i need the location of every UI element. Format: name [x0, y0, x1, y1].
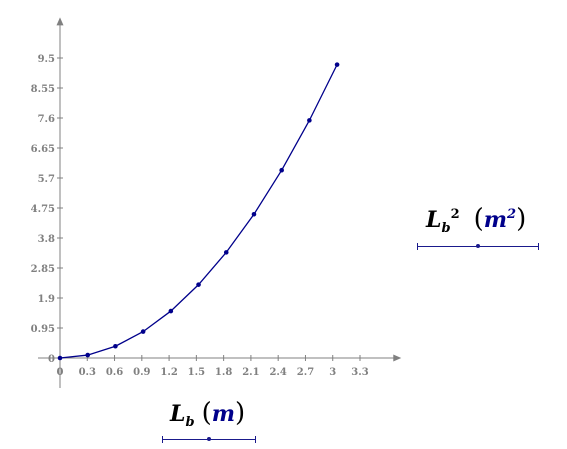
y-axis-legend-line — [417, 243, 539, 250]
x-tick-label: 1.2 — [160, 367, 177, 378]
y-tick-label: 5.7 — [38, 174, 55, 185]
data-point — [251, 211, 257, 217]
x-axis-arrow — [393, 354, 402, 362]
x-tick-label: 0.6 — [106, 367, 123, 378]
y-tick-label: 0.95 — [31, 324, 55, 335]
data-point — [168, 308, 174, 314]
x-axis-label-var: L — [170, 401, 186, 427]
x-axis-label-sub: b — [185, 415, 195, 430]
y-tick-label: 0 — [48, 354, 55, 365]
y-axis-label-unit-sup: 2 — [507, 207, 517, 222]
x-axis-label: Lb (m) — [170, 398, 246, 430]
x-axis-legend-line — [162, 436, 256, 443]
x-axis-legend-marker — [207, 437, 211, 442]
x-tick-label: 1.8 — [215, 367, 232, 378]
y-tick-label: 2.85 — [31, 264, 55, 275]
y-axis-label-sub: b — [441, 221, 451, 236]
data-point — [140, 329, 146, 334]
y-axis-arrow — [56, 17, 64, 26]
y-axis-label-var: L — [426, 207, 442, 233]
data-point — [279, 167, 284, 173]
y-axis-label-unit: m — [483, 207, 508, 233]
y-axis-label-sup: 2 — [450, 207, 460, 222]
data-point — [85, 352, 91, 358]
y-tick-label: 6.65 — [31, 144, 55, 155]
y-tick-label: 8.55 — [31, 84, 55, 95]
x-tick-label: 3.3 — [351, 367, 368, 378]
data-point — [113, 343, 118, 349]
data-point — [196, 282, 201, 287]
x-tick-label: 3 — [329, 367, 336, 378]
series-line — [59, 64, 338, 359]
y-axis-legend-marker — [476, 244, 480, 249]
y-tick-label: 3.8 — [38, 234, 55, 245]
x-tick-label: 0.3 — [79, 367, 96, 378]
y-tick-label: 4.75 — [31, 204, 55, 215]
x-tick-label: 2.1 — [242, 367, 259, 378]
y-tick-label: 9.5 — [38, 54, 55, 65]
y-tick-label: 1.9 — [38, 294, 55, 305]
y-axis-label: Lb2 (m2) — [426, 204, 527, 236]
x-tick-label: 2.4 — [269, 367, 286, 378]
data-point — [223, 250, 229, 255]
data-point — [334, 62, 340, 67]
data-point — [307, 118, 312, 123]
x-axis-label-unit: m — [211, 401, 235, 427]
x-tick-label: 0 — [57, 367, 64, 378]
x-tick-label: 2.7 — [297, 367, 314, 378]
y-tick-label: 7.6 — [38, 114, 55, 125]
x-tick-label: 0.9 — [133, 367, 150, 378]
x-tick-label: 1.5 — [188, 367, 205, 378]
data-point — [57, 355, 63, 361]
